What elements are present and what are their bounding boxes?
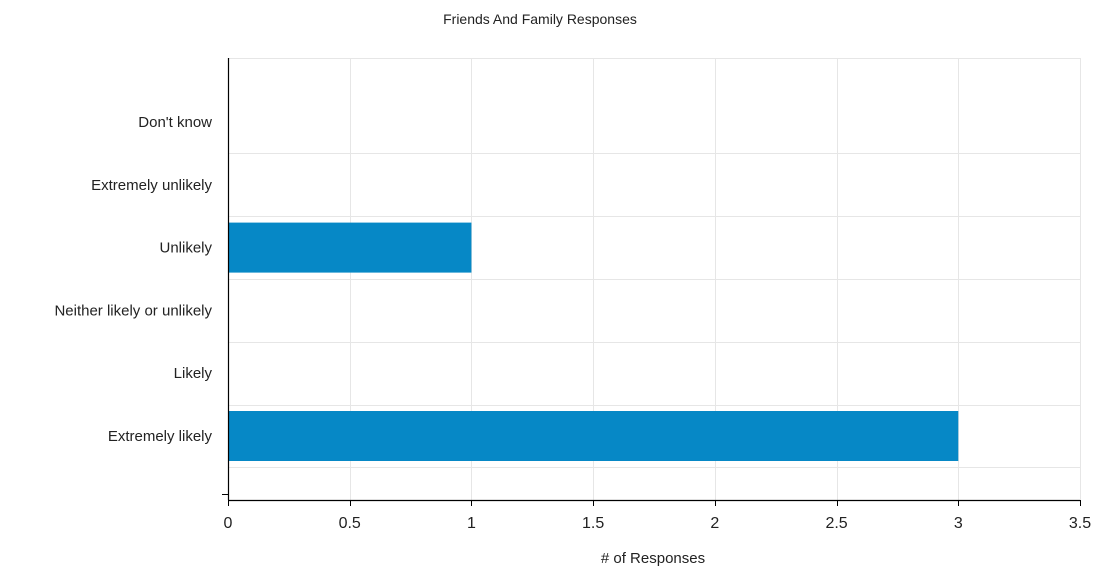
- category-label: Unlikely: [159, 240, 212, 257]
- x-tick-label: 0: [224, 515, 233, 532]
- category-label: Likely: [174, 365, 213, 382]
- chart-title: Friends And Family Responses: [443, 11, 637, 27]
- category-label: Neither likely or unlikely: [54, 302, 212, 319]
- grid-lines: [228, 58, 1081, 500]
- x-axis-title: # of Responses: [601, 550, 705, 567]
- category-label: Don't know: [138, 114, 212, 131]
- category-label: Extremely likely: [108, 428, 213, 445]
- x-tick-label: 2.5: [825, 515, 847, 532]
- x-tick-label: 0.5: [339, 515, 361, 532]
- category-label: Extremely unlikely: [91, 177, 212, 194]
- bar-unlikely: [228, 222, 472, 273]
- bar-extremely-likely: [228, 411, 959, 461]
- bars: [228, 222, 959, 461]
- x-tick-label: 1: [467, 515, 476, 532]
- x-tick-label: 1.5: [582, 515, 604, 532]
- category-labels: Don't know Extremely unlikely Unlikely Neit…: [54, 114, 212, 445]
- x-tick-label: 2: [710, 515, 719, 532]
- x-tick-label: 3: [954, 515, 963, 532]
- axes: [222, 58, 1081, 506]
- x-tick-labels: 0 0.5 1 1.5 2 2.5 3 3.5: [224, 515, 1092, 532]
- x-tick-label: 3.5: [1069, 515, 1091, 532]
